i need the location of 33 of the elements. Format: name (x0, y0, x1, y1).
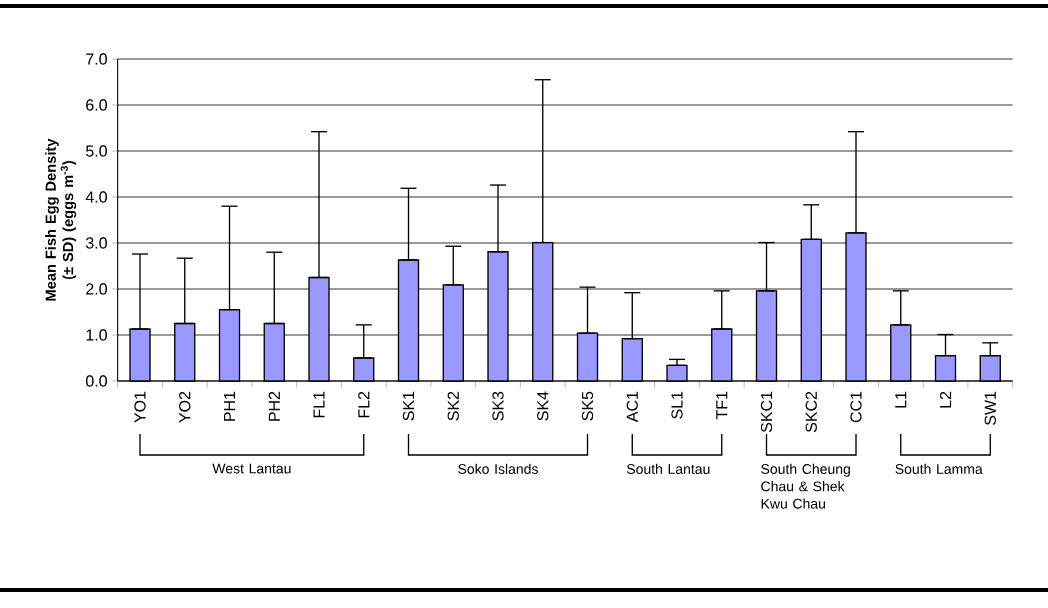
x-tick-label: SK2 (447, 391, 459, 421)
y-tick-label: 5.0 (85, 145, 107, 157)
x-tick-label: YO2 (179, 391, 191, 423)
y-tick-label: 1.0 (86, 329, 107, 341)
x-tick-label: SKC1 (760, 391, 773, 433)
x-tick-label: SK3 (492, 391, 504, 421)
x-tick-label: L2 (939, 391, 952, 408)
x-tick-label: PH1 (224, 391, 236, 421)
x-tick-label: SW1 (984, 391, 996, 425)
y-tick-label: 4.0 (85, 191, 107, 203)
y-tick-label: 6.0 (86, 99, 107, 111)
text: Soko Islands (458, 463, 538, 474)
y-tick-label: 2.0 (86, 283, 107, 295)
x-tick-label: SKC2 (805, 391, 817, 433)
y-tick-label: 0.0 (85, 375, 107, 387)
x-tick-label: SL1 (671, 391, 683, 419)
x-tick-label: CC1 (850, 391, 862, 423)
x-tick-label: FL1 (313, 391, 325, 418)
x-tick-label: SK4 (537, 391, 549, 421)
text: South Lantau (626, 463, 710, 474)
x-tick-label: YO1 (134, 391, 146, 423)
x-tick-label: FL2 (358, 391, 370, 418)
text: South Lamma (895, 463, 983, 474)
text: West Lantau (212, 463, 291, 474)
text: South Cheung Chau & Shek Kwu Chau (761, 463, 850, 509)
x-tick-label: SK5 (581, 391, 594, 421)
y-tick-label: 7.0 (86, 53, 107, 65)
x-tick-label: L1 (895, 391, 907, 408)
y-tick-label: 3.0 (85, 237, 107, 249)
x-tick-label: AC1 (626, 391, 638, 423)
x-tick-label: PH2 (268, 391, 280, 421)
x-tick-label: TF1 (716, 391, 728, 420)
x-tick-label: SK1 (402, 391, 415, 421)
